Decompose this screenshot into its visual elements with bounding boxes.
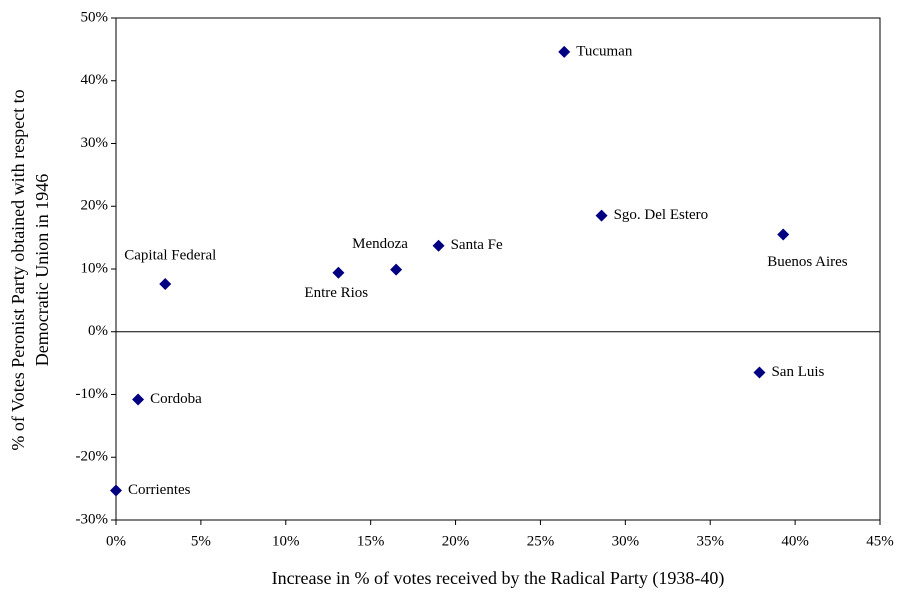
x-tick-label: 45% [866,533,894,549]
point [558,45,571,58]
point-label: Capital Federal [124,247,216,263]
x-tick-label: 10% [272,533,300,549]
y-tick-label: 30% [81,135,109,151]
y-axis-title: Democratic Union in 1946 [32,174,52,366]
plot-area [115,17,881,521]
point [432,239,445,252]
x-tick-label: 5% [191,533,211,549]
point-label: Corrientes [128,482,191,498]
point [132,393,145,406]
point [777,228,790,241]
y-tick-label: 20% [81,198,109,214]
point [753,366,766,379]
point-label: Sgo. Del Estero [614,207,709,223]
y-tick-label: -20% [76,449,109,465]
point [159,278,172,291]
point-label: Mendoza [352,236,408,252]
y-axis-title: % of Votes Peronist Party obtained with … [8,89,28,450]
point [595,209,608,222]
x-tick-label: 30% [612,533,640,549]
y-tick-label: 50% [81,9,109,25]
point-label: Santa Fe [451,237,503,253]
y-tick-label: 10% [81,260,109,276]
y-tick-label: -10% [76,386,109,402]
x-tick-label: 25% [527,533,555,549]
y-tick-label: 0% [88,323,108,339]
x-tick-label: 15% [357,533,385,549]
x-axis-title: Increase in % of votes received by the R… [272,568,725,589]
point-label: Tucuman [576,43,633,59]
point [110,484,122,497]
point [332,266,345,279]
point-label: Cordoba [150,391,202,407]
y-tick-label: -30% [76,511,109,527]
x-tick-label: 40% [781,533,809,549]
point-label: Entre Rios [304,285,368,301]
x-tick-label: 35% [696,533,724,549]
x-tick-label: 20% [442,533,470,549]
x-tick-label: 0% [106,533,126,549]
point-label: San Luis [771,364,824,380]
point [390,263,403,276]
point-label: Buenos Aires [767,254,848,270]
y-tick-label: 40% [81,72,109,88]
